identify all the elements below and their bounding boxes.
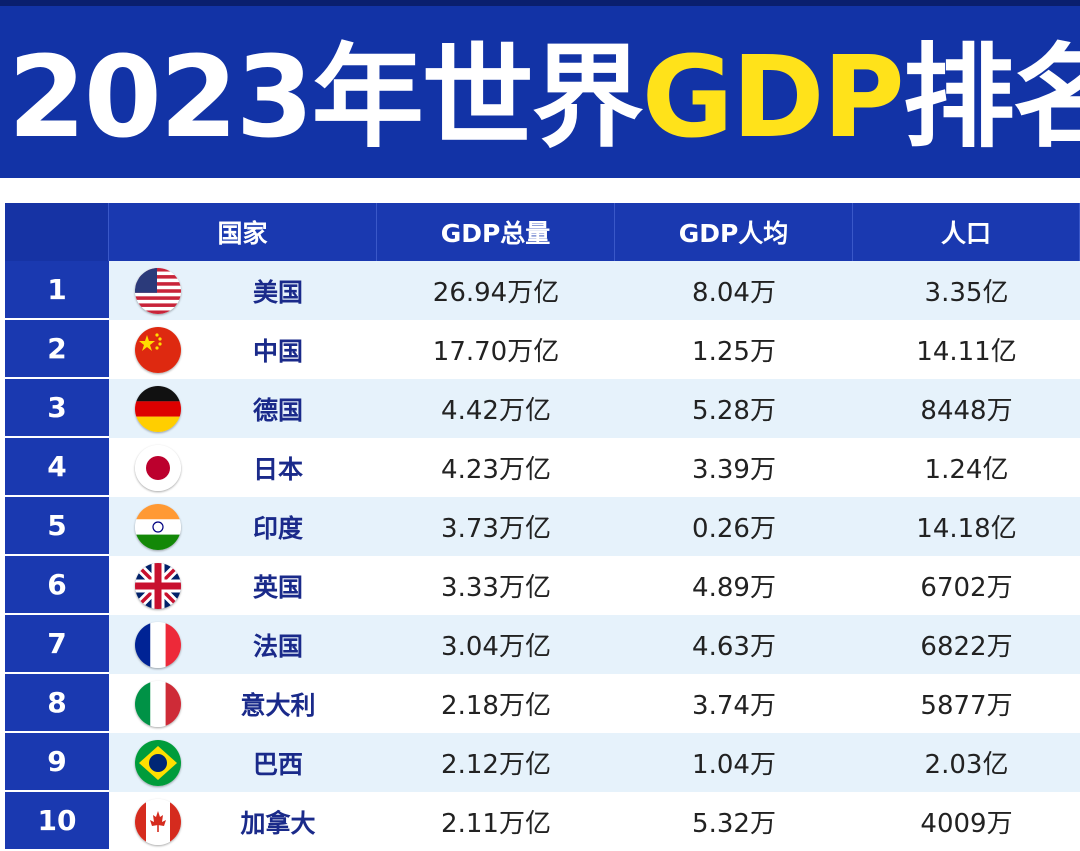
population-cell: 6822万 [853,615,1080,674]
title-banner: 2023年世界GDP排名 [0,0,1080,178]
country-name: 日本 [252,454,303,484]
country-name: 意大利 [240,690,316,720]
header-rank [5,203,109,261]
rank-cell: 1 [5,261,109,320]
country-name: 美国 [252,277,303,307]
gdp-per-capita-cell: 3.74万 [615,674,853,733]
gdp-total-cell: 4.23万亿 [377,438,615,497]
gdp-total-cell: 3.04万亿 [377,615,615,674]
population-cell: 1.24亿 [853,438,1080,497]
population-cell: 3.35亿 [853,261,1080,320]
gdp-total-cell: 4.42万亿 [377,379,615,438]
germany-flag-icon [135,385,181,432]
table-row: 7 法国 3.04万亿 4.63万 6822万 [5,615,1080,674]
gdp-per-capita-cell: 0.26万 [615,497,853,556]
country-cell: 印度 [109,497,377,556]
rank-cell: 8 [5,674,109,733]
country-name: 印度 [252,513,303,543]
country-name: 加拿大 [240,808,316,838]
table-row: 8 意大利 2.18万亿 3.74万 5877万 [5,674,1080,733]
country-cell: 中国 [109,320,377,379]
population-cell: 6702万 [853,556,1080,615]
gdp-per-capita-cell: 1.04万 [615,733,853,792]
header-country: 国家 [109,203,377,261]
rank-cell: 4 [5,438,109,497]
table-row: 2 中国 17.70万亿 1.25万 14.11亿 [5,320,1080,379]
header-population: 人口 [853,203,1080,261]
us-flag-icon [135,267,181,314]
rank-cell: 10 [5,792,109,851]
table-row: 6 英国 3.33万亿 4.89万 6702万 [5,556,1080,615]
brazil-flag-icon [135,739,181,786]
rank-cell: 5 [5,497,109,556]
population-cell: 8448万 [853,379,1080,438]
population-cell: 2.03亿 [853,733,1080,792]
table-row: 10 加拿大 2.11万亿 5.32万 4009万 [5,792,1080,851]
header-gdp-total: GDP总量 [377,203,615,261]
rank-cell: 2 [5,320,109,379]
gdp-total-cell: 17.70万亿 [377,320,615,379]
country-cell: 美国 [109,261,377,320]
table-row: 9 巴西 2.12万亿 1.04万 2.03亿 [5,733,1080,792]
country-name: 巴西 [252,749,303,779]
gdp-per-capita-cell: 1.25万 [615,320,853,379]
title-main: 2023年世界 [8,33,644,163]
table-header-row: 国家 GDP总量 GDP人均 人口 [5,203,1080,261]
title-highlight: GDP [641,33,905,163]
page-title: 2023年世界GDP排名 [8,28,1080,168]
table-body: 1 美国 26.94万亿 8.04万 3.35亿 2 中国 17.70万亿 1.25万 14.11… [5,261,1080,851]
table-row: 1 美国 26.94万亿 8.04万 3.35亿 [5,261,1080,320]
rank-cell: 3 [5,379,109,438]
china-flag-icon [135,326,181,373]
gdp-per-capita-cell: 4.89万 [615,556,853,615]
gdp-total-cell: 26.94万亿 [377,261,615,320]
country-name: 中国 [252,336,303,366]
canada-flag-icon [135,798,181,845]
gdp-per-capita-cell: 4.63万 [615,615,853,674]
population-cell: 5877万 [853,674,1080,733]
gdp-per-capita-cell: 5.32万 [615,792,853,851]
gdp-per-capita-cell: 3.39万 [615,438,853,497]
uk-flag-icon [135,562,181,609]
country-cell: 日本 [109,438,377,497]
gdp-total-cell: 3.73万亿 [377,497,615,556]
table-row: 4 日本 4.23万亿 3.39万 1.24亿 [5,438,1080,497]
table-row: 3 德国 4.42万亿 5.28万 8448万 [5,379,1080,438]
gdp-ranking-table: 国家 GDP总量 GDP人均 人口 1 美国 26.94万亿 8.04万 3.35亿 2 中… [5,203,1080,851]
italy-flag-icon [135,680,181,727]
country-name: 德国 [252,395,303,425]
table-row: 5 印度 3.73万亿 0.26万 14.18亿 [5,497,1080,556]
rank-cell: 6 [5,556,109,615]
population-cell: 4009万 [853,792,1080,851]
country-cell: 意大利 [109,674,377,733]
country-cell: 法国 [109,615,377,674]
population-cell: 14.11亿 [853,320,1080,379]
country-name: 法国 [252,631,303,661]
header-gdp-per-capita: GDP人均 [615,203,853,261]
india-flag-icon [135,503,181,550]
gdp-per-capita-cell: 5.28万 [615,379,853,438]
gdp-total-cell: 2.12万亿 [377,733,615,792]
gdp-total-cell: 3.33万亿 [377,556,615,615]
rank-cell: 7 [5,615,109,674]
country-cell: 德国 [109,379,377,438]
country-cell: 英国 [109,556,377,615]
country-cell: 加拿大 [109,792,377,851]
gdp-per-capita-cell: 8.04万 [615,261,853,320]
title-suffix: 排名 [902,33,1080,163]
population-cell: 14.18亿 [853,497,1080,556]
gdp-total-cell: 2.18万亿 [377,674,615,733]
country-name: 英国 [252,572,303,602]
france-flag-icon [135,621,181,668]
country-cell: 巴西 [109,733,377,792]
rank-cell: 9 [5,733,109,792]
gdp-total-cell: 2.11万亿 [377,792,615,851]
japan-flag-icon [135,444,181,491]
